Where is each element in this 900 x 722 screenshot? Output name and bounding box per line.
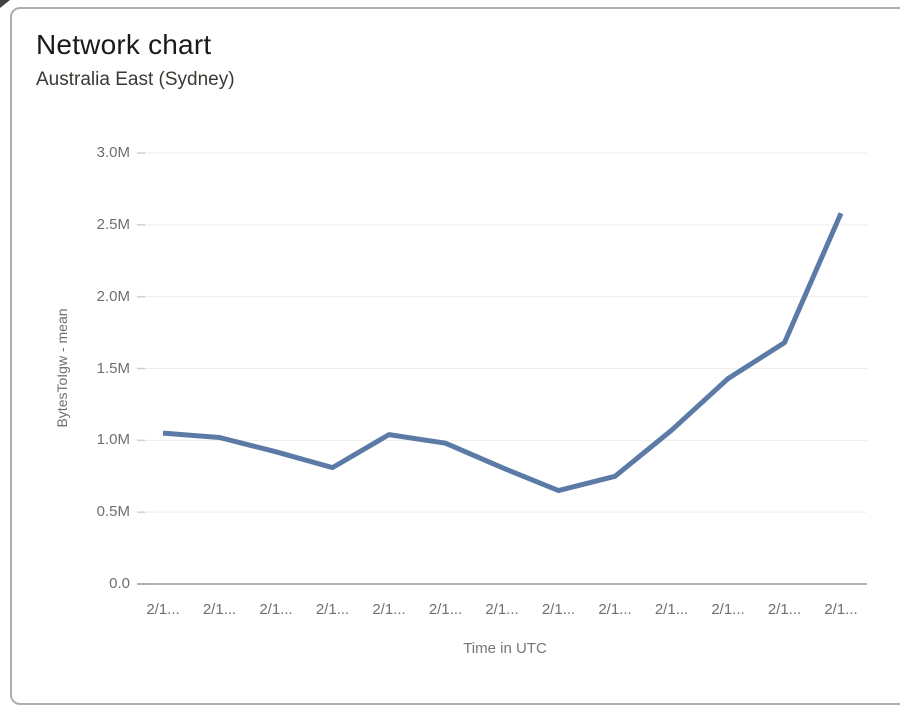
y-tick-label: 1.5M bbox=[96, 359, 130, 377]
x-tick-label: 2/1... bbox=[541, 601, 576, 618]
x-tick-label: 2/1... bbox=[428, 601, 463, 618]
x-tick-label: 2/1... bbox=[485, 601, 519, 618]
chart-subtitle: Australia East (Sydney) bbox=[36, 69, 235, 90]
y-tick-label: 2.0M bbox=[96, 287, 130, 305]
x-tick-label: 2/1... bbox=[598, 601, 632, 618]
series-line-bytestoigw-mean bbox=[162, 212, 844, 494]
y-tick-label: 0.5M bbox=[96, 503, 130, 521]
y-tick-label: 1.0M bbox=[96, 431, 130, 449]
cursor-fragment bbox=[0, 0, 10, 8]
x-axis-title: Time in UTC bbox=[463, 640, 547, 657]
chart-title: Network chart bbox=[36, 29, 212, 60]
y-tick-label: 3.0M bbox=[96, 144, 130, 161]
chart-card bbox=[10, 7, 900, 705]
x-tick-label: 2/1... bbox=[146, 601, 180, 618]
x-tick-label: 2/1... bbox=[711, 601, 745, 618]
x-tick-label: 2/1... bbox=[654, 601, 689, 618]
x-tick-label: 2/1... bbox=[202, 601, 237, 618]
x-tick-label: 2/1... bbox=[372, 601, 406, 618]
x-tick-label: 2/1... bbox=[767, 601, 802, 618]
x-tick-label: 2/1... bbox=[315, 601, 350, 618]
y-tick-label: 0.0 bbox=[109, 575, 130, 592]
x-tick-label: 2/1... bbox=[259, 601, 293, 618]
y-tick-label: 2.5M bbox=[96, 215, 130, 233]
x-tick-label: 2/1... bbox=[824, 601, 858, 618]
